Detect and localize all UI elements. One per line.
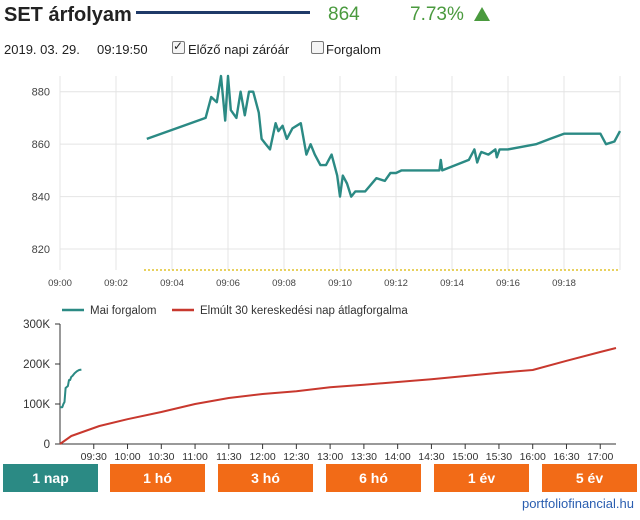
tab-5-years[interactable]: 5 év <box>542 464 637 492</box>
prev-close-checkbox[interactable] <box>172 39 185 54</box>
current-price: 864 <box>328 4 360 25</box>
legend-label[interactable]: Elmúlt 30 kereskedési nap átlagforgalma <box>200 305 408 317</box>
volume-x-tick-label: 11:00 <box>182 451 208 463</box>
volume-x-tick-label: 14:00 <box>385 451 411 463</box>
volume-x-tick-label: 12:00 <box>249 451 275 463</box>
volume-x-tick-label: 15:30 <box>486 451 512 463</box>
price-line <box>146 74 622 198</box>
volume-x-tick-label: 12:30 <box>283 451 309 463</box>
price-x-tick-label: 09:12 <box>384 278 408 289</box>
volume-x-tick-label: 13:30 <box>351 451 377 463</box>
volume-y-tick-label: 100K <box>23 399 50 411</box>
source-link[interactable]: portfoliofinancial.hu <box>521 496 634 511</box>
volume-x-tick-label: 13:00 <box>317 451 343 463</box>
volume-y-tick-label: 0 <box>44 439 50 451</box>
price-x-tick-label: 09:00 <box>48 278 72 289</box>
volume-label[interactable]: Forgalom <box>326 42 381 57</box>
volume-x-tick-label: 15:00 <box>452 451 478 463</box>
price-x-tick-label: 09:18 <box>552 278 576 289</box>
price-x-tick-label: 09:14 <box>440 278 464 289</box>
volume-x-tick-label: 17:00 <box>587 451 613 463</box>
volume-x-tick-label: 11:30 <box>216 451 242 463</box>
volume-y-tick-label: 200K <box>23 359 50 371</box>
tab-1-day[interactable]: 1 nap <box>3 464 98 492</box>
price-x-tick-label: 09:08 <box>272 278 296 289</box>
prev-close-label[interactable]: Előző napi záróár <box>188 42 290 57</box>
volume-x-tick-label: 10:00 <box>114 451 140 463</box>
volume-x-tick-label: 09:30 <box>81 451 107 463</box>
quote-date: 2019. 03. 29. <box>4 42 80 57</box>
volume-y-tick-label: 300K <box>23 319 50 331</box>
subheader: 2019. 03. 29. 09:19:50 Előző napi záróár… <box>0 39 640 60</box>
volume-checkbox[interactable] <box>311 41 324 54</box>
header: SET árfolyam 864 7.73% <box>0 0 640 32</box>
price-x-tick-label: 09:04 <box>160 278 184 289</box>
volume-x-tick-label: 16:00 <box>520 451 546 463</box>
quote-time: 09:19:50 <box>97 42 148 57</box>
price-x-tick-label: 09:10 <box>328 278 352 289</box>
volume-chart: Mai forgalom Elmúlt 30 kereskedési nap át… <box>23 305 617 463</box>
price-y-tick-label: 860 <box>32 139 50 151</box>
volume-x-tick-label: 14:30 <box>418 451 444 463</box>
legend-label[interactable]: Mai forgalom <box>90 305 156 317</box>
today-volume-line <box>60 368 82 409</box>
price-x-tick-label: 09:06 <box>216 278 240 289</box>
tab-6-months[interactable]: 6 hó <box>326 464 421 492</box>
price-x-tick-label: 09:02 <box>104 278 128 289</box>
price-chart: 820 840 860 880 09:00 09:02 09:04 09:06 09:08 09… <box>32 74 622 289</box>
price-change-percent: 7.73% <box>410 4 464 25</box>
stock-name: SET árfolyam <box>4 4 132 26</box>
price-y-tick-label: 880 <box>32 87 50 99</box>
price-y-tick-label: 840 <box>32 192 50 204</box>
price-y-tick-label: 820 <box>32 244 50 256</box>
title-divider-line <box>136 11 310 14</box>
tab-3-months[interactable]: 3 hó <box>218 464 313 492</box>
price-x-tick-label: 09:16 <box>496 278 520 289</box>
tab-1-month[interactable]: 1 hó <box>110 464 205 492</box>
avg-volume-line <box>59 347 617 445</box>
tab-1-year[interactable]: 1 év <box>434 464 529 492</box>
period-tabs: 1 nap 1 hó 3 hó 6 hó 1 év 5 év <box>0 464 640 492</box>
volume-x-tick-label: 16:30 <box>553 451 579 463</box>
volume-x-tick-label: 10:30 <box>148 451 174 463</box>
triangle-up-icon <box>474 7 490 21</box>
